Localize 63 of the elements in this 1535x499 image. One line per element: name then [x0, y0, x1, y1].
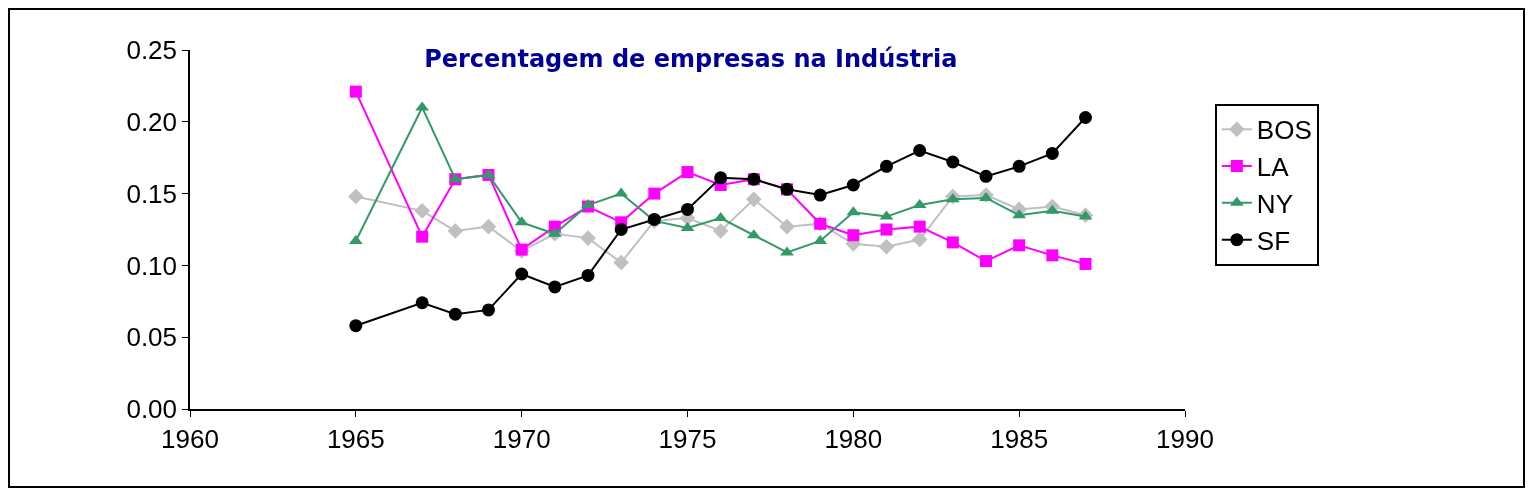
point — [349, 85, 362, 98]
point — [348, 188, 364, 205]
point — [581, 268, 595, 282]
point — [448, 307, 462, 321]
point — [581, 199, 595, 209]
x-tick-label: 1965 — [326, 423, 385, 454]
x-tick-label: 1980 — [824, 423, 883, 454]
point — [946, 155, 960, 169]
point — [746, 191, 762, 208]
point — [946, 236, 959, 249]
point — [979, 191, 993, 201]
point — [415, 296, 429, 310]
point — [580, 230, 596, 246]
point — [913, 144, 927, 158]
point — [880, 223, 893, 236]
point — [913, 220, 926, 233]
point — [548, 280, 562, 294]
y-tick-label: 0.00 — [126, 394, 178, 425]
point — [714, 171, 728, 185]
y-tick-label: 0.15 — [126, 178, 178, 209]
x-tick-label: 1990 — [1156, 423, 1214, 454]
point — [878, 238, 895, 255]
chart-title: Percentagem de empresas na Indústria — [424, 44, 958, 73]
point — [712, 223, 729, 239]
point — [447, 223, 464, 239]
point — [349, 319, 363, 333]
y-tick-label: 0.20 — [126, 106, 178, 137]
x-tick-label: 1970 — [492, 423, 551, 454]
point — [480, 218, 497, 235]
legend-label: SF — [1256, 225, 1291, 256]
point — [1045, 146, 1059, 160]
point — [414, 203, 430, 219]
x-tick-label: 1985 — [990, 423, 1049, 454]
point — [515, 267, 529, 281]
point — [681, 202, 694, 216]
point — [847, 229, 860, 242]
point — [880, 159, 893, 173]
legend-label: NY — [1256, 188, 1293, 219]
point — [980, 255, 992, 268]
point — [1046, 249, 1059, 262]
point — [1079, 110, 1092, 124]
point — [780, 246, 794, 256]
legend-label: BOS — [1256, 115, 1312, 146]
point — [613, 254, 629, 271]
point — [911, 231, 928, 248]
point — [1079, 257, 1092, 270]
y-tick-label: 0.05 — [126, 322, 178, 353]
point — [779, 218, 795, 235]
point — [979, 169, 993, 183]
point — [1013, 239, 1026, 252]
point — [416, 230, 429, 243]
point — [681, 166, 694, 179]
point — [813, 188, 827, 202]
x-tick-label: 1975 — [658, 423, 717, 454]
y-tick-label: 0.25 — [126, 35, 178, 66]
legend-label: LA — [1256, 152, 1290, 183]
point — [1012, 159, 1026, 173]
x-tick-label: 1960 — [161, 423, 219, 454]
point — [846, 178, 860, 192]
y-tick-label: 0.10 — [126, 250, 178, 281]
point — [648, 187, 661, 200]
point — [614, 223, 628, 236]
point — [482, 303, 495, 317]
